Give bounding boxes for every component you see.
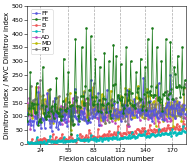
FF xyxy=(26,113,29,115)
T xyxy=(40,141,42,143)
MD xyxy=(156,84,158,86)
AD xyxy=(161,109,163,111)
PD xyxy=(127,123,129,125)
FF xyxy=(169,74,172,76)
MD xyxy=(39,95,41,97)
Line: FE: FE xyxy=(27,28,185,135)
X-axis label: Flexion calculation number: Flexion calculation number xyxy=(59,156,154,162)
T xyxy=(184,131,186,133)
PD xyxy=(72,111,75,113)
T xyxy=(182,125,184,127)
B xyxy=(144,130,146,132)
FF xyxy=(160,112,162,114)
PD xyxy=(82,119,85,121)
MD xyxy=(82,90,85,92)
Line: FF: FF xyxy=(27,75,185,131)
T xyxy=(160,133,162,135)
AD xyxy=(37,86,40,88)
T xyxy=(26,141,29,143)
AD xyxy=(145,111,147,113)
FF xyxy=(82,116,85,118)
PD xyxy=(39,79,41,81)
MD xyxy=(144,117,146,119)
PD xyxy=(184,83,186,85)
Line: AD: AD xyxy=(27,86,185,130)
MD xyxy=(70,129,72,131)
B xyxy=(130,133,133,135)
B xyxy=(72,139,75,141)
MD xyxy=(26,104,29,106)
AD xyxy=(131,109,134,111)
AD xyxy=(41,107,43,109)
Line: B: B xyxy=(27,121,185,144)
MD xyxy=(130,112,133,114)
Line: T: T xyxy=(27,125,185,144)
FF xyxy=(144,114,146,116)
PD xyxy=(145,114,147,116)
FF xyxy=(184,113,186,115)
MD xyxy=(72,101,75,103)
B xyxy=(82,140,85,142)
Y-axis label: Dimitrov index / MVC Dimitrov index: Dimitrov index / MVC Dimitrov index xyxy=(4,11,10,139)
B xyxy=(28,143,30,145)
Line: MD: MD xyxy=(27,85,185,131)
Legend: FF, FE, B, T, AD, MD, PD: FF, FE, B, T, AD, MD, PD xyxy=(31,9,53,54)
T xyxy=(82,138,85,140)
FF xyxy=(72,115,75,117)
AD xyxy=(26,102,29,104)
AD xyxy=(29,128,31,130)
PD xyxy=(161,104,163,106)
AD xyxy=(184,117,186,119)
MD xyxy=(184,109,186,111)
PD xyxy=(26,113,29,115)
B xyxy=(26,141,29,143)
B xyxy=(182,120,184,122)
Line: PD: PD xyxy=(27,80,185,124)
PD xyxy=(40,105,42,107)
T xyxy=(144,130,146,132)
T xyxy=(28,143,30,145)
FF xyxy=(39,121,41,123)
FE xyxy=(85,27,87,29)
AD xyxy=(73,106,76,108)
T xyxy=(72,139,75,141)
B xyxy=(184,127,186,129)
FE xyxy=(161,110,163,112)
FE xyxy=(131,104,134,106)
B xyxy=(40,140,42,142)
FE xyxy=(184,79,186,81)
B xyxy=(160,130,162,132)
FE xyxy=(145,109,147,111)
MD xyxy=(161,114,163,116)
FE xyxy=(82,104,85,106)
FF xyxy=(130,111,133,113)
FE xyxy=(26,120,29,122)
AD xyxy=(83,112,86,114)
FE xyxy=(72,123,75,125)
PD xyxy=(131,112,134,114)
T xyxy=(130,131,133,133)
FE xyxy=(70,133,72,135)
FE xyxy=(39,118,41,120)
FF xyxy=(51,130,53,132)
